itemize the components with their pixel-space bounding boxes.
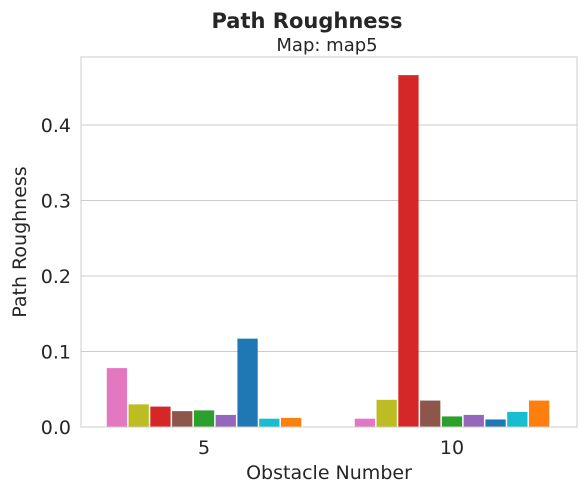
y-tick-label: 0.4 [41,115,71,137]
bar [172,411,193,427]
y-tick-label: 0.2 [41,266,71,288]
bar [150,406,171,427]
bars [106,75,550,428]
y-tick-label: 0.1 [41,341,71,363]
chart-title: Path Roughness [211,9,402,33]
bar [507,411,528,427]
x-tick-labels: 5 10 [198,437,464,459]
bar [528,400,550,427]
bar [420,400,441,427]
bar [441,416,463,427]
plot-frame [80,56,578,428]
bar [215,414,236,427]
bar [237,338,258,427]
y-tick-label: 0.3 [41,190,71,212]
bar [485,419,506,427]
bar [376,399,397,427]
x-tick-label: 10 [440,437,464,459]
y-axis-label: Path Roughness [9,166,31,317]
bar [280,417,302,427]
bar [193,410,215,427]
bar [106,368,128,427]
bar [259,418,280,427]
bar [398,75,419,428]
bar [128,404,149,427]
y-tick-label: 0.0 [41,417,71,439]
x-tick-label: 5 [198,437,210,459]
bar [354,418,376,427]
x-axis-label: Obstacle Number [246,462,412,484]
bar [463,414,484,427]
gridlines [81,124,577,428]
chart-subtitle: Map: map5 [276,35,377,56]
y-tick-labels: 0.0 0.1 0.2 0.3 0.4 [41,115,71,439]
